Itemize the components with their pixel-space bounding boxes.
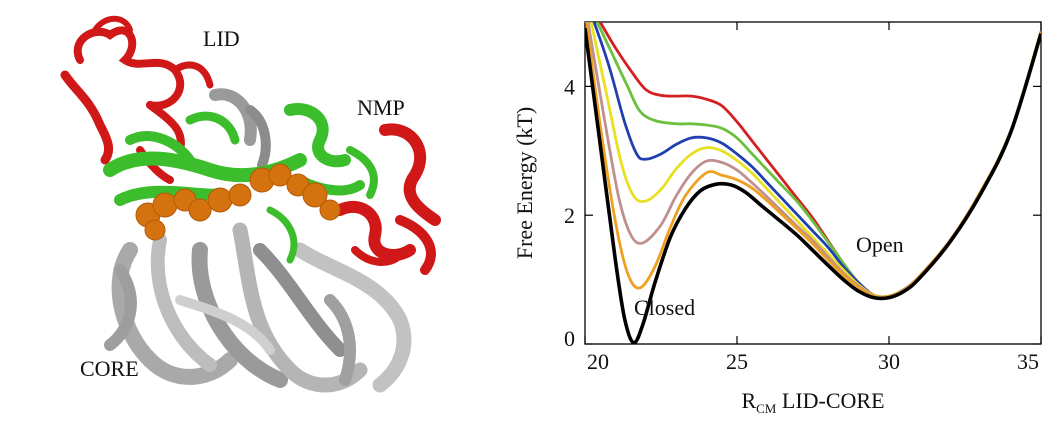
series-line-7 xyxy=(585,28,1041,344)
y-axis-label: Free Energy (kT) xyxy=(512,107,537,259)
x-tick-label: 35 xyxy=(1017,349,1039,374)
core-label: CORE xyxy=(80,356,139,381)
free-energy-chart: 20 25 30 35 0 2 4 Free Energy (kT) RCM LID-COR… xyxy=(512,21,1042,416)
ligand-spheres xyxy=(135,163,341,241)
x-tick-label: 30 xyxy=(878,349,900,374)
y-tick-label: 4 xyxy=(564,74,575,99)
x-tick-label: 25 xyxy=(726,349,748,374)
plot-frame xyxy=(584,21,1042,345)
nmp-label: NMP xyxy=(357,95,405,120)
annotation-open: Open xyxy=(856,232,904,257)
lid-label: LID xyxy=(203,26,240,51)
protein-structure-image xyxy=(60,15,441,393)
x-axis-label-main: R xyxy=(741,388,756,413)
x-tick-label: 20 xyxy=(587,349,609,374)
x-axis-label: RCM LID-CORE xyxy=(741,388,884,416)
nmp-red-helices xyxy=(334,123,441,275)
x-axis-label-rest: LID-CORE xyxy=(776,388,884,413)
x-axis-label-sub: CM xyxy=(756,401,777,416)
series-line-5 xyxy=(586,22,1041,299)
y-tick-label: 2 xyxy=(564,203,575,228)
y-tick-label: 0 xyxy=(564,326,575,351)
core-domain xyxy=(104,88,412,393)
series-line-6 xyxy=(585,22,1041,299)
annotation-closed: Closed xyxy=(634,295,695,320)
